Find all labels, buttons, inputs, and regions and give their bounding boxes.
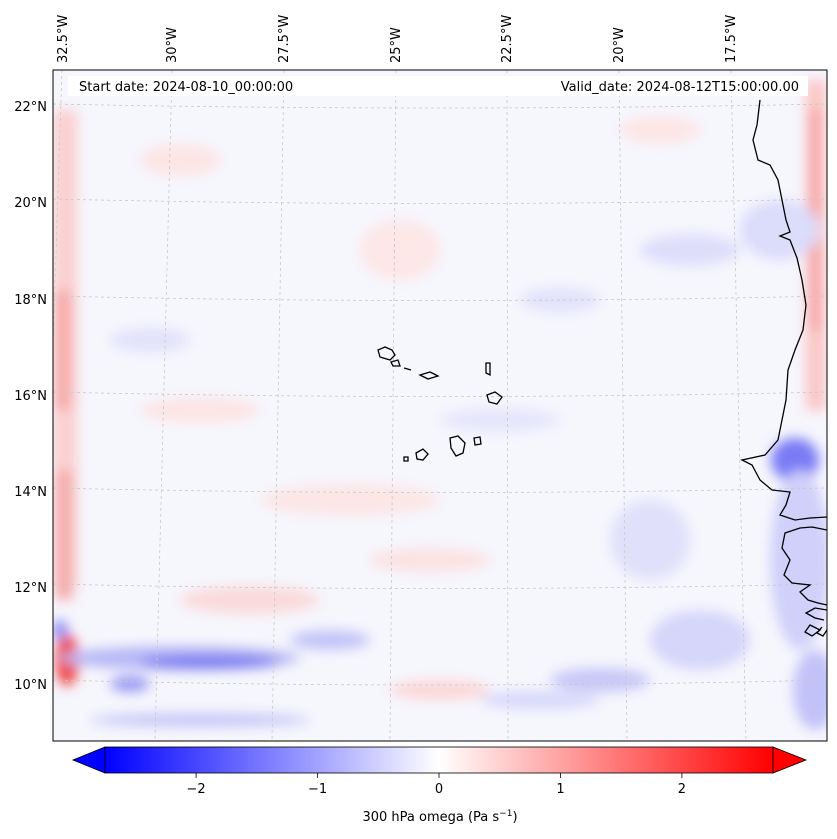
parallel-10n (53, 679, 827, 686)
meridian-30w (154, 70, 173, 741)
lon-label-20w: 20°W (612, 27, 627, 63)
omega-field (53, 80, 827, 730)
lon-label-22-5w: 22.5°W (500, 15, 515, 63)
colorbar-extend-min (71, 746, 106, 774)
colorbar-tick-label: −1 (308, 782, 327, 797)
pink-patch-5 (360, 220, 440, 280)
blue-patch-1 (520, 288, 600, 312)
colorbar-tick-label: −2 (187, 782, 206, 797)
lat-label-20n: 20°N (14, 196, 47, 211)
africa-coast-bissau (804, 607, 827, 621)
bijagos-island-2 (815, 626, 827, 637)
colorbar: −2 −1 0 1 2 300 hPa omega (Pa s−1) (71, 746, 808, 825)
pink-patch-2 (370, 548, 490, 572)
lat-labels: 22°N 20°N 18°N 16°N 14°N 12°N 10°N (14, 100, 47, 693)
lat-label-22n: 22°N (14, 100, 47, 115)
south-negative-spot-5 (650, 610, 750, 670)
meridian-22-5w (506, 70, 509, 741)
pink-patch-8 (620, 116, 700, 144)
blue-patch-4 (610, 500, 690, 580)
south-negative-spot (110, 676, 150, 692)
colorbar-tick-label: 1 (556, 782, 564, 797)
lon-label-17-5w: 17.5°W (724, 15, 739, 63)
island-maio (473, 436, 482, 446)
colorbar-label-prefix: 300 hPa omega (Pa s (362, 810, 499, 825)
plot-frame (52, 69, 828, 742)
lat-label-14n: 14°N (14, 485, 47, 500)
africa-coast-gambia (781, 526, 827, 606)
island-santa-luzia (403, 367, 412, 371)
blue-patch-5 (640, 234, 740, 266)
graticule (53, 70, 827, 741)
lon-label-30w: 30°W (165, 27, 180, 63)
island-sao-vicente (390, 359, 401, 367)
lat-label-12n: 12°N (14, 581, 47, 596)
lon-label-32-5w: 32.5°W (56, 15, 71, 63)
africa-coast-north (740, 99, 827, 521)
pink-patch-4 (140, 398, 260, 422)
lat-label-10n: 10°N (14, 678, 47, 693)
lon-labels: 32.5°W 30°W 27.5°W 25°W 22.5°W 20°W 17.5… (56, 15, 739, 63)
parallel-20n (53, 198, 827, 204)
south-negative-spot-2 (290, 630, 370, 650)
colorbar-label-sup: −1 (499, 809, 512, 819)
colorbar-ticks: −2 −1 0 1 2 (187, 773, 686, 797)
coastal-negative-north (740, 200, 820, 260)
blue-patch-3 (440, 408, 560, 432)
parallel-18n (53, 295, 827, 301)
meridian-27-5w (271, 70, 285, 741)
island-brava (403, 456, 409, 462)
meridian-20w (618, 70, 628, 741)
lat-label-18n: 18°N (14, 293, 47, 308)
bijagos-island-1 (804, 624, 822, 637)
south-negative-spot-4 (480, 691, 600, 709)
left-positive-core (56, 290, 70, 410)
coastline (377, 99, 827, 637)
colorbar-label: 300 hPa omega (Pa s−1) (362, 809, 517, 825)
island-santiago (449, 435, 466, 457)
lon-label-25w: 25°W (389, 27, 404, 63)
coastal-negative-core (771, 438, 819, 482)
left-negative-spot (53, 620, 68, 640)
left-positive-core-2 (56, 470, 72, 600)
island-sao-nicolau (418, 371, 440, 380)
island-fogo (415, 448, 429, 461)
pink-patch-6 (140, 144, 220, 176)
date-banner (68, 76, 808, 96)
valid-date-label: Valid_date: 2024-08-12T15:00:00.00 (561, 80, 799, 95)
meridian-25w (389, 70, 397, 741)
pink-patch-3 (260, 484, 440, 516)
parallel-22n (53, 103, 827, 109)
south-negative-spot-3 (550, 668, 650, 692)
south-negative-strip (90, 713, 310, 727)
colorbar-label-suffix: ) (512, 810, 517, 825)
colorbar-tick-label: 2 (678, 782, 686, 797)
coastal-negative-sw (793, 650, 827, 730)
south-negative-core (140, 655, 280, 669)
pink-patch-7 (390, 680, 490, 700)
start-date-label: Start date: 2024-08-10_00:00:00 (79, 80, 293, 95)
island-santo-antao (377, 346, 396, 361)
lon-label-27-5w: 27.5°W (277, 15, 292, 63)
parallel-12n (53, 583, 827, 589)
parallel-16n (53, 391, 827, 397)
meridian-17-5w (730, 70, 747, 741)
coastal-negative-south (770, 470, 827, 650)
colorbar-extend-max (772, 746, 808, 774)
blue-patch-2 (110, 328, 190, 352)
island-boa-vista (486, 391, 503, 405)
lat-label-16n: 16°N (14, 389, 47, 404)
colorbar-tick-label: 0 (435, 782, 443, 797)
island-sal (485, 362, 491, 377)
pink-patch-1 (180, 586, 320, 614)
colorbar-body (104, 746, 774, 774)
parallel-14n (53, 487, 827, 493)
